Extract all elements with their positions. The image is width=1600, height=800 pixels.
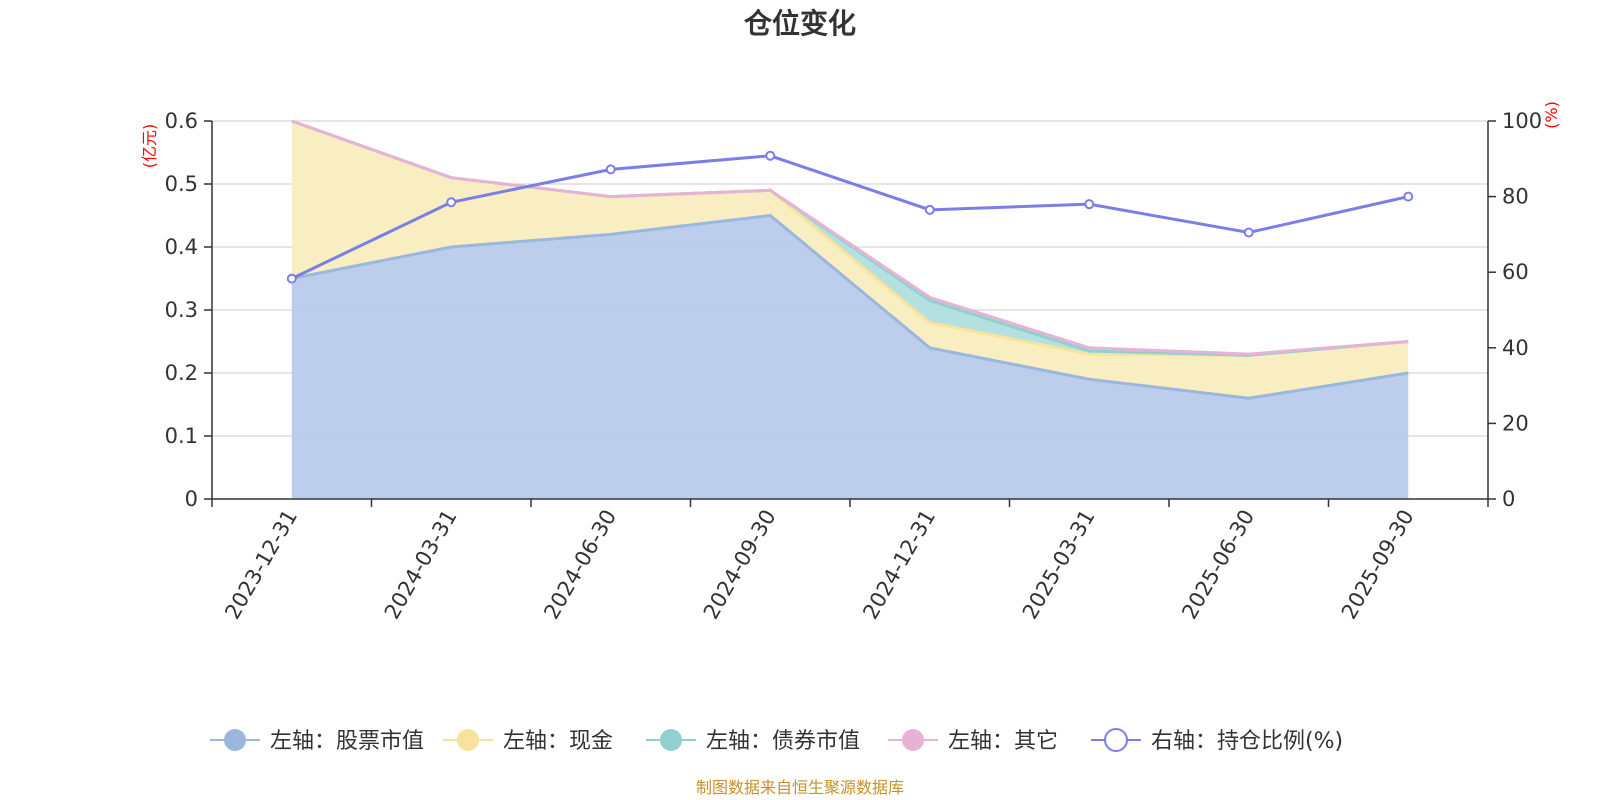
holding-ratio-point[interactable] xyxy=(1403,191,1414,202)
legend-symbol-marker xyxy=(224,729,246,751)
series-lines xyxy=(286,119,1414,400)
holding-ratio-point[interactable] xyxy=(605,164,616,175)
right-tick-label: 20 xyxy=(1502,411,1529,435)
line-holding-ratio xyxy=(291,154,1409,280)
stacked-areas xyxy=(291,121,1409,499)
legend-label[interactable]: 左轴：股票市值 xyxy=(270,729,424,754)
x-tick-label: 2024-06-30 xyxy=(539,506,621,624)
holding-ratio-point[interactable] xyxy=(1243,227,1254,238)
holding-ratio-point[interactable] xyxy=(765,150,776,161)
legend-symbol-marker xyxy=(457,729,479,751)
legend-label[interactable]: 左轴：现金 xyxy=(503,729,613,754)
holding-ratio-point[interactable] xyxy=(286,273,297,284)
legend-label[interactable]: 右轴：持仓比例(%) xyxy=(1151,729,1343,754)
left-tick-label: 0.3 xyxy=(165,298,198,322)
left-tick-label: 0.6 xyxy=(165,109,198,133)
legend-label[interactable]: 左轴：其它 xyxy=(948,729,1058,754)
source-note: 制图数据来自恒生聚源数据库 xyxy=(696,778,904,797)
legend-label[interactable]: 左轴：债券市值 xyxy=(706,729,860,754)
right-tick-label: 40 xyxy=(1502,336,1529,360)
holding-ratio-point[interactable] xyxy=(1084,199,1095,210)
left-axis-unit: (亿元) xyxy=(140,124,159,169)
x-tick-label: 2023-12-31 xyxy=(220,506,302,624)
left-tick-label: 0 xyxy=(185,487,198,511)
left-tick-label: 0.4 xyxy=(165,235,198,259)
right-tick-label: 0 xyxy=(1502,487,1515,511)
left-tick-label: 0.5 xyxy=(165,172,198,196)
x-tick-label: 2024-03-31 xyxy=(380,506,462,624)
x-tick-label: 2025-09-30 xyxy=(1337,506,1419,624)
holding-ratio-point[interactable] xyxy=(446,197,457,208)
area-左轴：股票市值 xyxy=(291,215,1409,499)
right-tick-label: 60 xyxy=(1502,260,1529,284)
legend: 左轴：股票市值 左轴：现金 左轴：债券市值 左轴：其它 右轴：持仓比例(%) xyxy=(210,728,1343,754)
x-tick-label: 2025-06-30 xyxy=(1177,506,1259,624)
line-左轴：股票市值 xyxy=(291,213,1409,400)
x-tick-label: 2024-12-31 xyxy=(858,506,940,624)
line-左轴：其它 xyxy=(291,119,1409,356)
right-tick-label: 100 xyxy=(1502,109,1542,133)
chart-title: 仓位变化 xyxy=(744,7,856,40)
right-axis-unit: (%) xyxy=(1542,101,1561,129)
x-tick-label: 2025-03-31 xyxy=(1018,506,1100,624)
left-tick-label: 0.1 xyxy=(165,424,198,448)
legend-symbol-marker xyxy=(902,729,924,751)
holding-ratio-point[interactable] xyxy=(924,204,935,215)
legend-symbol-marker xyxy=(660,729,682,751)
left-tick-label: 0.2 xyxy=(165,361,198,385)
legend-symbol-marker xyxy=(1104,728,1128,752)
area-左轴：现金 xyxy=(291,121,1409,399)
x-tick-label: 2024-09-30 xyxy=(699,506,781,624)
right-tick-label: 80 xyxy=(1502,185,1529,209)
